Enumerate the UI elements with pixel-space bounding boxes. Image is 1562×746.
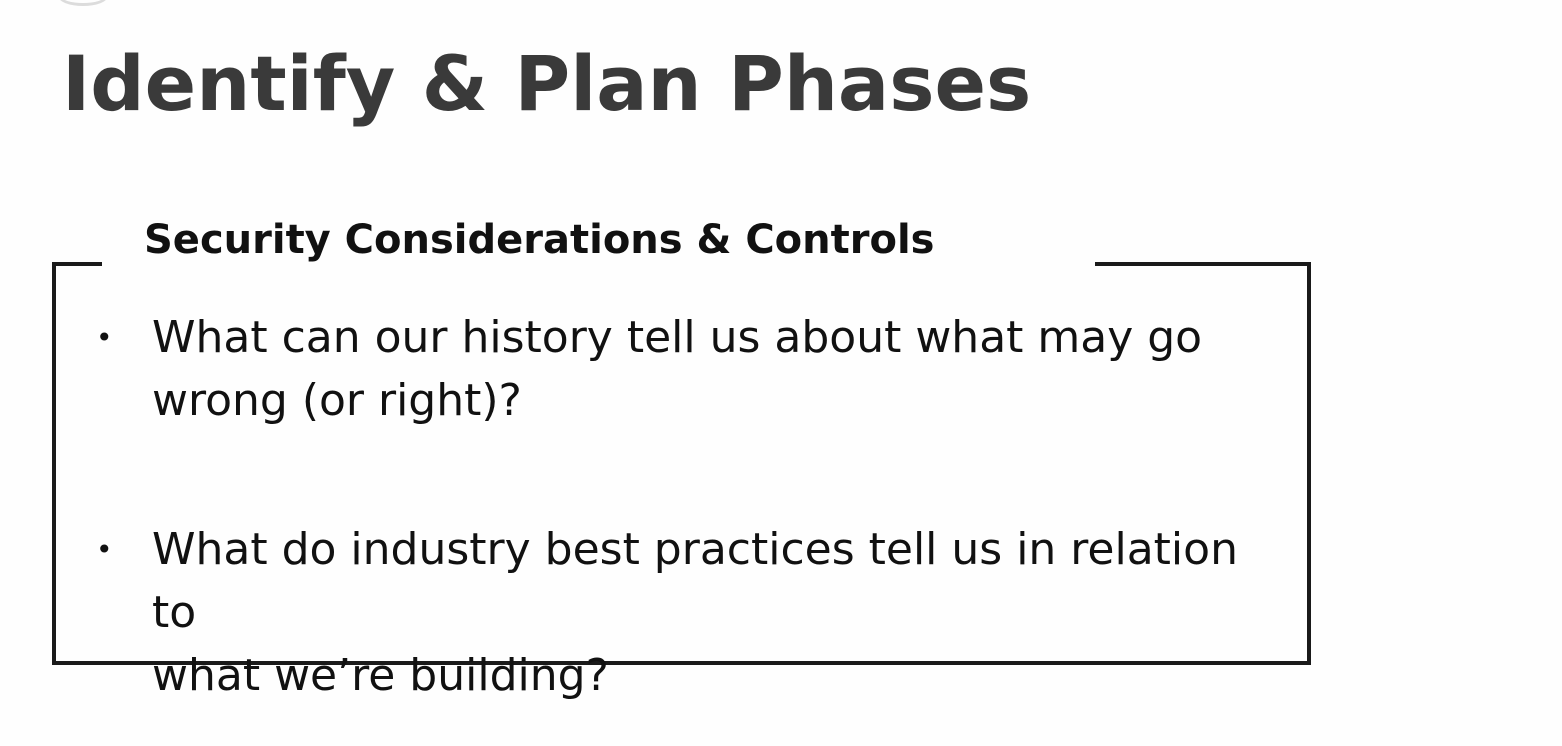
bullet-text: What can our history tell us about what … bbox=[152, 306, 1272, 432]
bullet-text-line: what we’re building? bbox=[152, 650, 609, 701]
bullet-text-line: What do industry best practices tell us … bbox=[152, 524, 1238, 638]
bullet-text-line: What can our history tell us about what … bbox=[152, 312, 1203, 363]
bullet-text: What do industry best practices tell us … bbox=[152, 518, 1272, 707]
bullet-icon: • bbox=[96, 533, 113, 566]
bullet-text-line: wrong (or right)? bbox=[152, 375, 522, 426]
slide-title: Identify & Plan Phases bbox=[62, 39, 1032, 128]
box-heading: Security Considerations & Controls bbox=[102, 208, 1095, 272]
bullet-icon: • bbox=[96, 321, 113, 354]
content-box: • What can our history tell us about wha… bbox=[52, 262, 1311, 701]
corner-arc-decoration bbox=[58, 0, 108, 6]
